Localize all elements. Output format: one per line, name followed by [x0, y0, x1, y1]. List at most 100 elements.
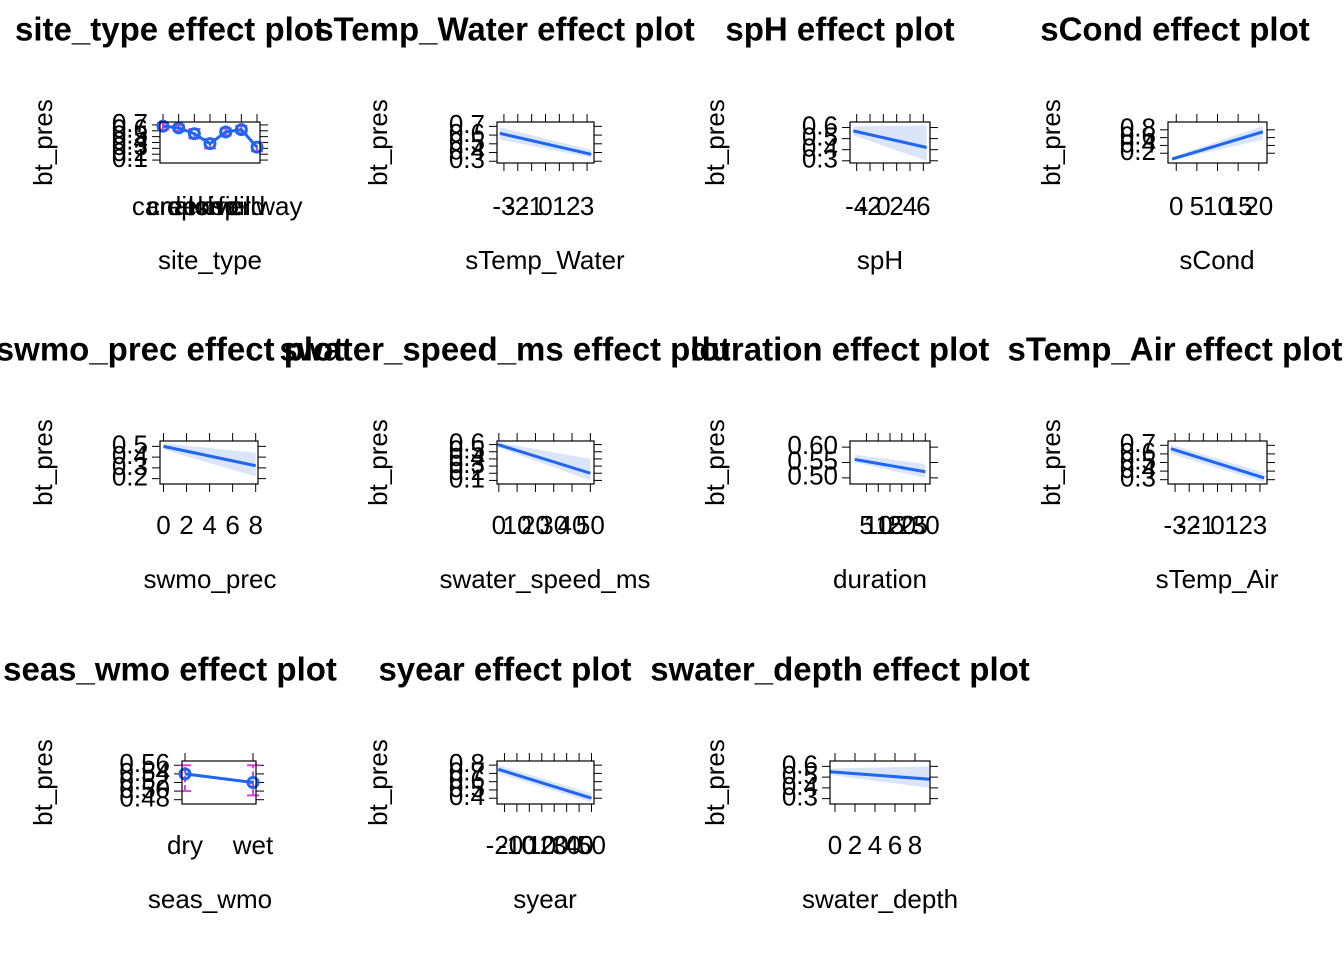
- x-tick-label: -3: [1164, 510, 1187, 540]
- x-tick-label: 20: [887, 510, 916, 540]
- plot-frame: [496, 440, 595, 485]
- y-tick-label: 0.4: [449, 442, 485, 472]
- y-axis-label: bt_pres: [28, 419, 58, 506]
- y-tick-label: 0.4: [449, 781, 485, 811]
- plot-frame: [849, 121, 931, 164]
- effect-line: [162, 124, 259, 149]
- x-tick-label: 5: [859, 510, 873, 540]
- y-tick-label: 0.5: [449, 127, 485, 157]
- x-tick-label: canal: [132, 191, 194, 221]
- y-axis-label: bt_pres: [363, 739, 393, 826]
- x-axis-label: sTemp_Water: [465, 245, 625, 275]
- y-tick-label: 0.2: [449, 456, 485, 486]
- y-tick-label: 0.7: [112, 108, 148, 138]
- y-tick-label: 0.3: [112, 131, 148, 161]
- fit-line: [854, 457, 926, 474]
- x-axis-label: duration: [833, 564, 927, 594]
- panel-title: sTemp_Air effect plot: [1008, 331, 1343, 368]
- x-tick-label: 4: [903, 191, 917, 221]
- y-tick-label: 0.3: [782, 782, 818, 812]
- panel-title: swater_speed_ms effect plot: [279, 331, 730, 368]
- x-tick-label: 6: [916, 191, 930, 221]
- y-axis-label: bt_pres: [28, 99, 58, 186]
- x-tick-label: -1: [520, 191, 543, 221]
- y-tick-label: 0.4: [449, 135, 485, 165]
- y-tick-label: 0.5: [112, 429, 148, 459]
- y-tick-label: 0.5: [112, 120, 148, 150]
- x-tick-label: 40: [558, 510, 587, 540]
- y-tick-label: 0.4: [782, 771, 818, 801]
- x-tick-label: ditch: [167, 191, 222, 221]
- y-tick-label: 0.6: [1120, 120, 1156, 150]
- y-tick-label: 0.2: [112, 137, 148, 167]
- confidence-band: [853, 125, 927, 161]
- y-tick-label: 0.3: [1120, 463, 1156, 493]
- y-tick-label: 0.1: [112, 143, 148, 173]
- x-tick-label: 30: [911, 510, 940, 540]
- x-tick-label: 3: [1253, 510, 1267, 540]
- x-tick-label: 0: [156, 510, 170, 540]
- y-tick-label: 0.7: [449, 109, 485, 139]
- y-axis-label: bt_pres: [700, 99, 730, 186]
- x-tick-label: 1: [552, 191, 566, 221]
- effect-point: [156, 119, 170, 133]
- y-tick-label: 0.6: [782, 749, 818, 779]
- x-axis-label: site_type: [158, 245, 262, 275]
- panel-title: swater_depth effect plot: [650, 651, 1030, 688]
- x-axis-label: spH: [857, 245, 903, 275]
- x-axis-label: sTemp_Air: [1156, 564, 1279, 594]
- y-tick-label: 0.3: [802, 144, 838, 174]
- fit-line: [499, 131, 592, 156]
- x-tick-label: 2: [889, 191, 903, 221]
- effect-point: [246, 776, 260, 789]
- fit-line: [1170, 447, 1265, 480]
- x-axis-label: swmo_prec: [144, 564, 277, 594]
- y-tick-label: 0.2: [112, 462, 148, 492]
- x-tick-label: river: [200, 191, 251, 221]
- effect-line: [184, 772, 254, 784]
- panel-title: site_type effect plot: [15, 11, 325, 48]
- y-tick-label: 0.48: [119, 783, 170, 813]
- y-tick-label: 0.54: [119, 757, 170, 787]
- effect-point: [187, 127, 201, 141]
- x-tick-label: 10: [503, 510, 532, 540]
- x-tick-label: 10: [1203, 191, 1232, 221]
- y-tick-label: 0.4: [112, 440, 148, 470]
- y-axis-label: bt_pres: [363, 419, 393, 506]
- x-tick-label: -2: [1178, 510, 1201, 540]
- y-tick-label: 0.1: [449, 463, 485, 493]
- x-tick-label: 2: [179, 510, 193, 540]
- plot-frame: [496, 121, 595, 164]
- x-tick-label: -1: [1192, 510, 1215, 540]
- x-tick-label: -3: [492, 191, 515, 221]
- y-axis-label: bt_pres: [700, 739, 730, 826]
- plot-frame: [159, 121, 261, 164]
- x-tick-label: -2: [858, 191, 881, 221]
- y-tick-label: 0.4: [112, 125, 148, 155]
- effect-point: [203, 137, 217, 151]
- x-tick-label: 10: [527, 830, 556, 860]
- x-tick-label: 50: [576, 510, 605, 540]
- fit-line: [163, 444, 257, 468]
- y-tick-label: 0.3: [112, 451, 148, 481]
- y-tick-label: 0.6: [802, 110, 838, 140]
- panel-title: swmo_prec effect plot: [0, 331, 344, 368]
- y-tick-label: 0.8: [449, 748, 485, 778]
- x-axis-label: seas_wmo: [148, 884, 272, 914]
- x-tick-label: 30: [552, 830, 581, 860]
- y-tick-label: 0.55: [787, 445, 838, 475]
- x-tick-label: 15: [876, 510, 905, 540]
- y-tick-label: 0.6: [449, 118, 485, 148]
- panel-title: spH effect plot: [725, 11, 954, 48]
- plot-frame: [159, 440, 259, 485]
- y-tick-label: 0.52: [119, 765, 170, 795]
- x-tick-label: 10: [864, 510, 893, 540]
- x-tick-label: field: [217, 191, 265, 221]
- x-tick-label: -2: [506, 191, 529, 221]
- y-tick-label: 0.4: [802, 133, 838, 163]
- x-tick-label: 8: [248, 510, 262, 540]
- x-tick-label: 15: [1224, 191, 1253, 221]
- effect-point: [172, 121, 186, 135]
- x-tick-label: 6: [888, 830, 902, 860]
- x-axis-label: syear: [513, 884, 577, 914]
